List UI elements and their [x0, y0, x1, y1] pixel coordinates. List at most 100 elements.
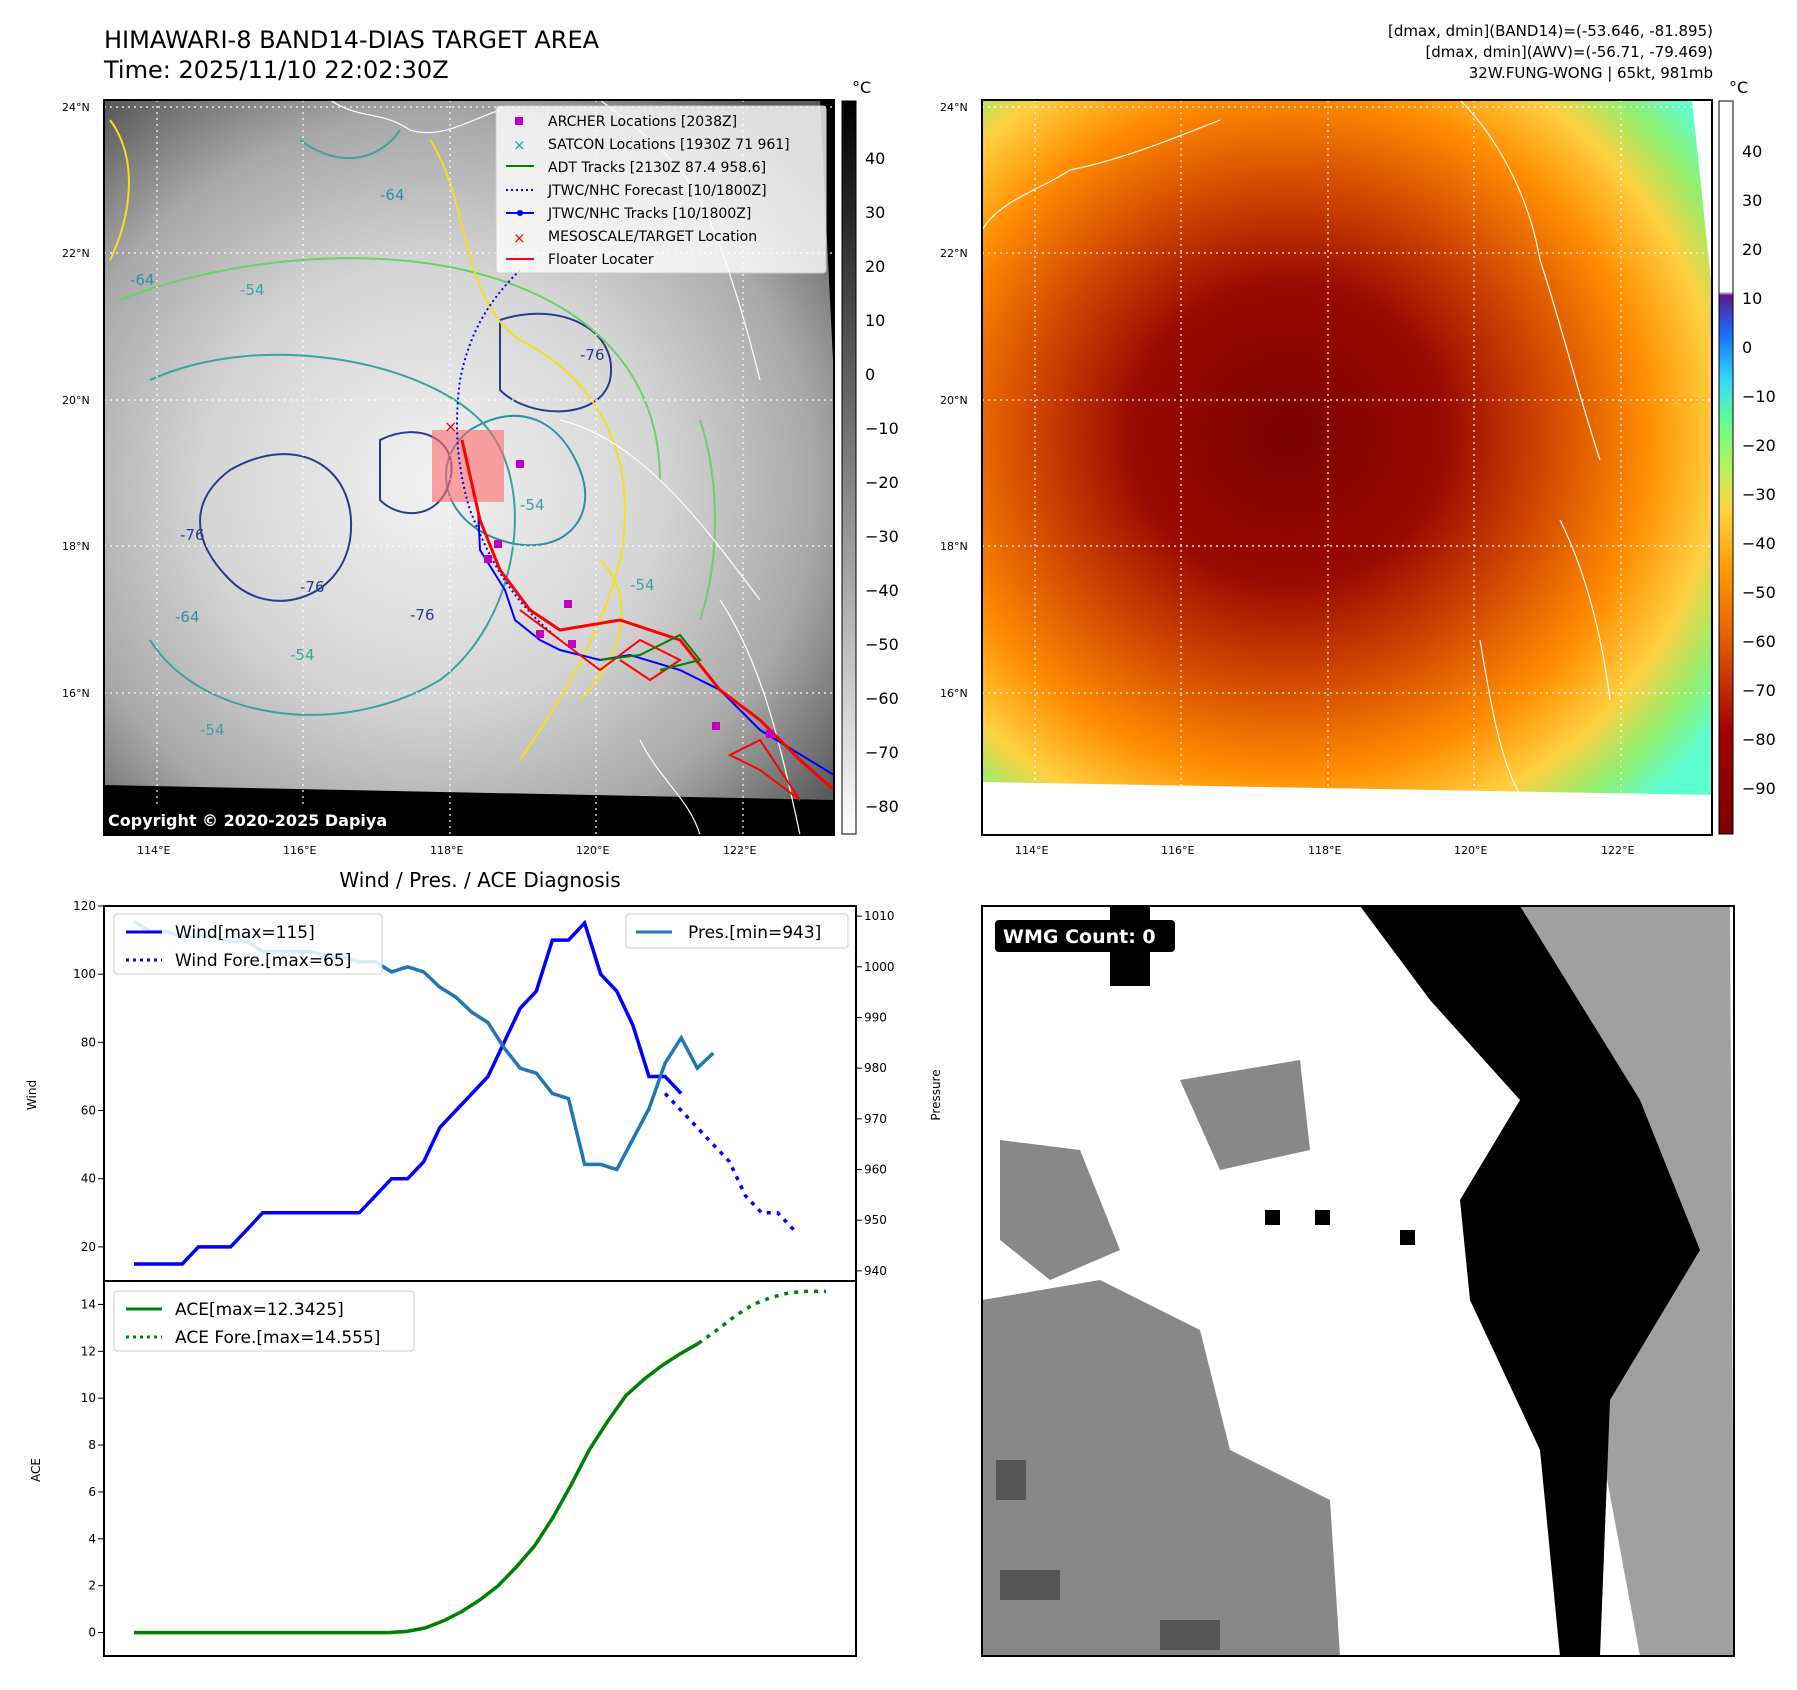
legend-item: JTWC/NHC Tracks [10/1800Z]	[547, 206, 751, 222]
ace-tick-label: 2	[88, 1579, 96, 1593]
legend-box	[495, 105, 827, 274]
colorbar-tick: −40	[865, 581, 899, 600]
ace-y-ticks: 14 12 10 8 6 4 2 0	[81, 1297, 104, 1640]
wmg-dark-patch	[996, 1460, 1026, 1500]
lat-label: 20°N	[62, 394, 90, 407]
ace-tick-label: 6	[88, 1485, 96, 1499]
contour-label: -76	[580, 346, 605, 364]
wind-tick-label: 40	[81, 1172, 96, 1186]
wind-tick-label: 60	[81, 1104, 96, 1118]
wmg-label-bg	[995, 920, 1175, 952]
colorbar-gray-ticks: 40 30 20 10 0 −10 −20 −30 −40 −50 −60 −7…	[865, 149, 899, 816]
ace-tick-label: 10	[81, 1391, 96, 1405]
pressure-tick-label: 970	[864, 1112, 887, 1126]
pressure-tick-label: 1000	[864, 960, 895, 974]
contour-label: -76	[410, 606, 435, 624]
floater-box-east	[727, 738, 801, 801]
map2-axis-labels: 24°N 22°N 20°N 18°N 16°N 114°E 116°E 118…	[940, 101, 1634, 857]
ace-legend-box	[113, 1290, 415, 1352]
adt-track	[599, 633, 702, 671]
map-frame	[103, 99, 835, 836]
lon-label: 122°E	[1601, 844, 1634, 857]
wmg-dark-patch	[1160, 1620, 1220, 1650]
pressure-y-ticks: 1010 1000 990 980 970 960 950 940	[856, 909, 895, 1278]
contour-label: -64	[130, 271, 155, 289]
pressure-tick-label: 980	[864, 1061, 887, 1075]
contour-labels: -76 -76 -64 -64 -54 -54 -54 -64 -76 -76 …	[130, 186, 655, 739]
colorbar-tick: 10	[1742, 289, 1762, 308]
contour-label: -54	[200, 721, 225, 739]
coastlines-2	[981, 99, 1611, 796]
colorbar-unit: °C	[1729, 78, 1748, 97]
copyright-bg	[104, 806, 424, 835]
colorbar-tick: −70	[1742, 681, 1776, 700]
legend-ace: ACE[max=12.3425]	[175, 1300, 344, 1320]
colorbar-tick: −50	[1742, 583, 1776, 602]
contour-label: -64	[175, 608, 200, 626]
wind-y-ticks: 120 100 80 60 40 20	[73, 899, 104, 1254]
lat-label: 18°N	[940, 540, 968, 553]
legend-wind-fore: Wind Fore.[max=65]	[175, 951, 351, 971]
pressure-tick-label: 950	[864, 1213, 887, 1227]
info-awv: [dmax, dmin](AWV)=(-56.71, -79.469)	[1425, 43, 1713, 61]
wmg-dark-patch	[1000, 1570, 1060, 1600]
pressure-tick-label: 1010	[864, 909, 895, 923]
legend-target-marker: ×	[513, 229, 526, 247]
legend-wind: Wind[max=115]	[175, 923, 315, 943]
floater-box	[519, 609, 682, 682]
wmg-black-dot	[1315, 1210, 1330, 1225]
colorbar-color-bar	[1718, 100, 1734, 835]
contour-label: -54	[520, 496, 545, 514]
legend-track-dot	[517, 210, 523, 216]
wmg-gray-southwest	[982, 1280, 1340, 1656]
pressure-tick-label: 990	[864, 1010, 887, 1024]
lon-label: 118°E	[430, 844, 463, 857]
legend-satcon-marker: ×	[513, 136, 526, 154]
wmg-black-lobe	[1460, 1180, 1700, 1320]
lat-label: 16°N	[62, 687, 90, 700]
lat-label: 22°N	[62, 247, 90, 260]
contour-label: -54	[290, 646, 315, 664]
wind-tick-label: 120	[73, 899, 96, 913]
colorbar-tick: 20	[865, 257, 885, 276]
lon-label: 114°E	[1015, 844, 1048, 857]
colorbar-tick: 30	[1742, 191, 1762, 210]
lon-label: 120°E	[1454, 844, 1487, 857]
wmg-black-dot	[1400, 1230, 1415, 1245]
copyright-text: Copyright © 2020-2025 Dapiya	[108, 811, 387, 830]
colorbar-tick: −10	[1742, 387, 1776, 406]
colorbar-tick: −80	[865, 797, 899, 816]
map1-axis-labels: 24°N 22°N 20°N 18°N 16°N 114°E 116°E 118…	[62, 101, 756, 857]
colorbar-tick: 0	[865, 365, 875, 384]
colorbar-tick: −20	[865, 473, 899, 492]
contour-label: -54	[240, 281, 265, 299]
lon-label: 116°E	[1161, 844, 1194, 857]
wmg-black-dot	[1265, 1210, 1280, 1225]
colorbar-tick: −90	[1742, 779, 1776, 798]
lat-label: 24°N	[940, 101, 968, 114]
colorbar-tick: −30	[1742, 485, 1776, 504]
pressure-tick-label: 960	[864, 1163, 887, 1177]
lat-label: 20°N	[940, 394, 968, 407]
colorbar-gray: °C 40 30 20 10 0 −10 −20 −30 −40 −50 −60…	[841, 78, 899, 835]
legend-archer-marker	[515, 117, 523, 125]
lat-label: 16°N	[940, 687, 968, 700]
map2-frame	[981, 99, 1713, 836]
wind-axis-label: Wind	[25, 1080, 39, 1110]
ace-axis-label: ACE	[29, 1458, 43, 1482]
legend-item: MESOSCALE/TARGET Location	[548, 229, 757, 245]
pressure-tick-label: 940	[864, 1264, 887, 1278]
colorbar-tick: −60	[1742, 632, 1776, 651]
colorbar-tick: 40	[1742, 142, 1762, 161]
contour-label: -64	[380, 186, 405, 204]
colorbar-color: °C 40 30 20 10 0 −10 −20 −30 −40 −50 −60…	[1718, 78, 1776, 835]
archer-markers	[484, 460, 774, 738]
legend-item: JTWC/NHC Forecast [10/1800Z]	[547, 183, 767, 199]
contour-label: -76	[180, 526, 205, 544]
ace-series-group	[134, 1289, 826, 1635]
colorbar-tick: −80	[1742, 730, 1776, 749]
colorbar-gray-bar	[841, 100, 857, 835]
wind-legend-box	[113, 913, 383, 975]
colorbar-tick: −60	[865, 689, 899, 708]
series-line-1	[663, 1092, 796, 1232]
